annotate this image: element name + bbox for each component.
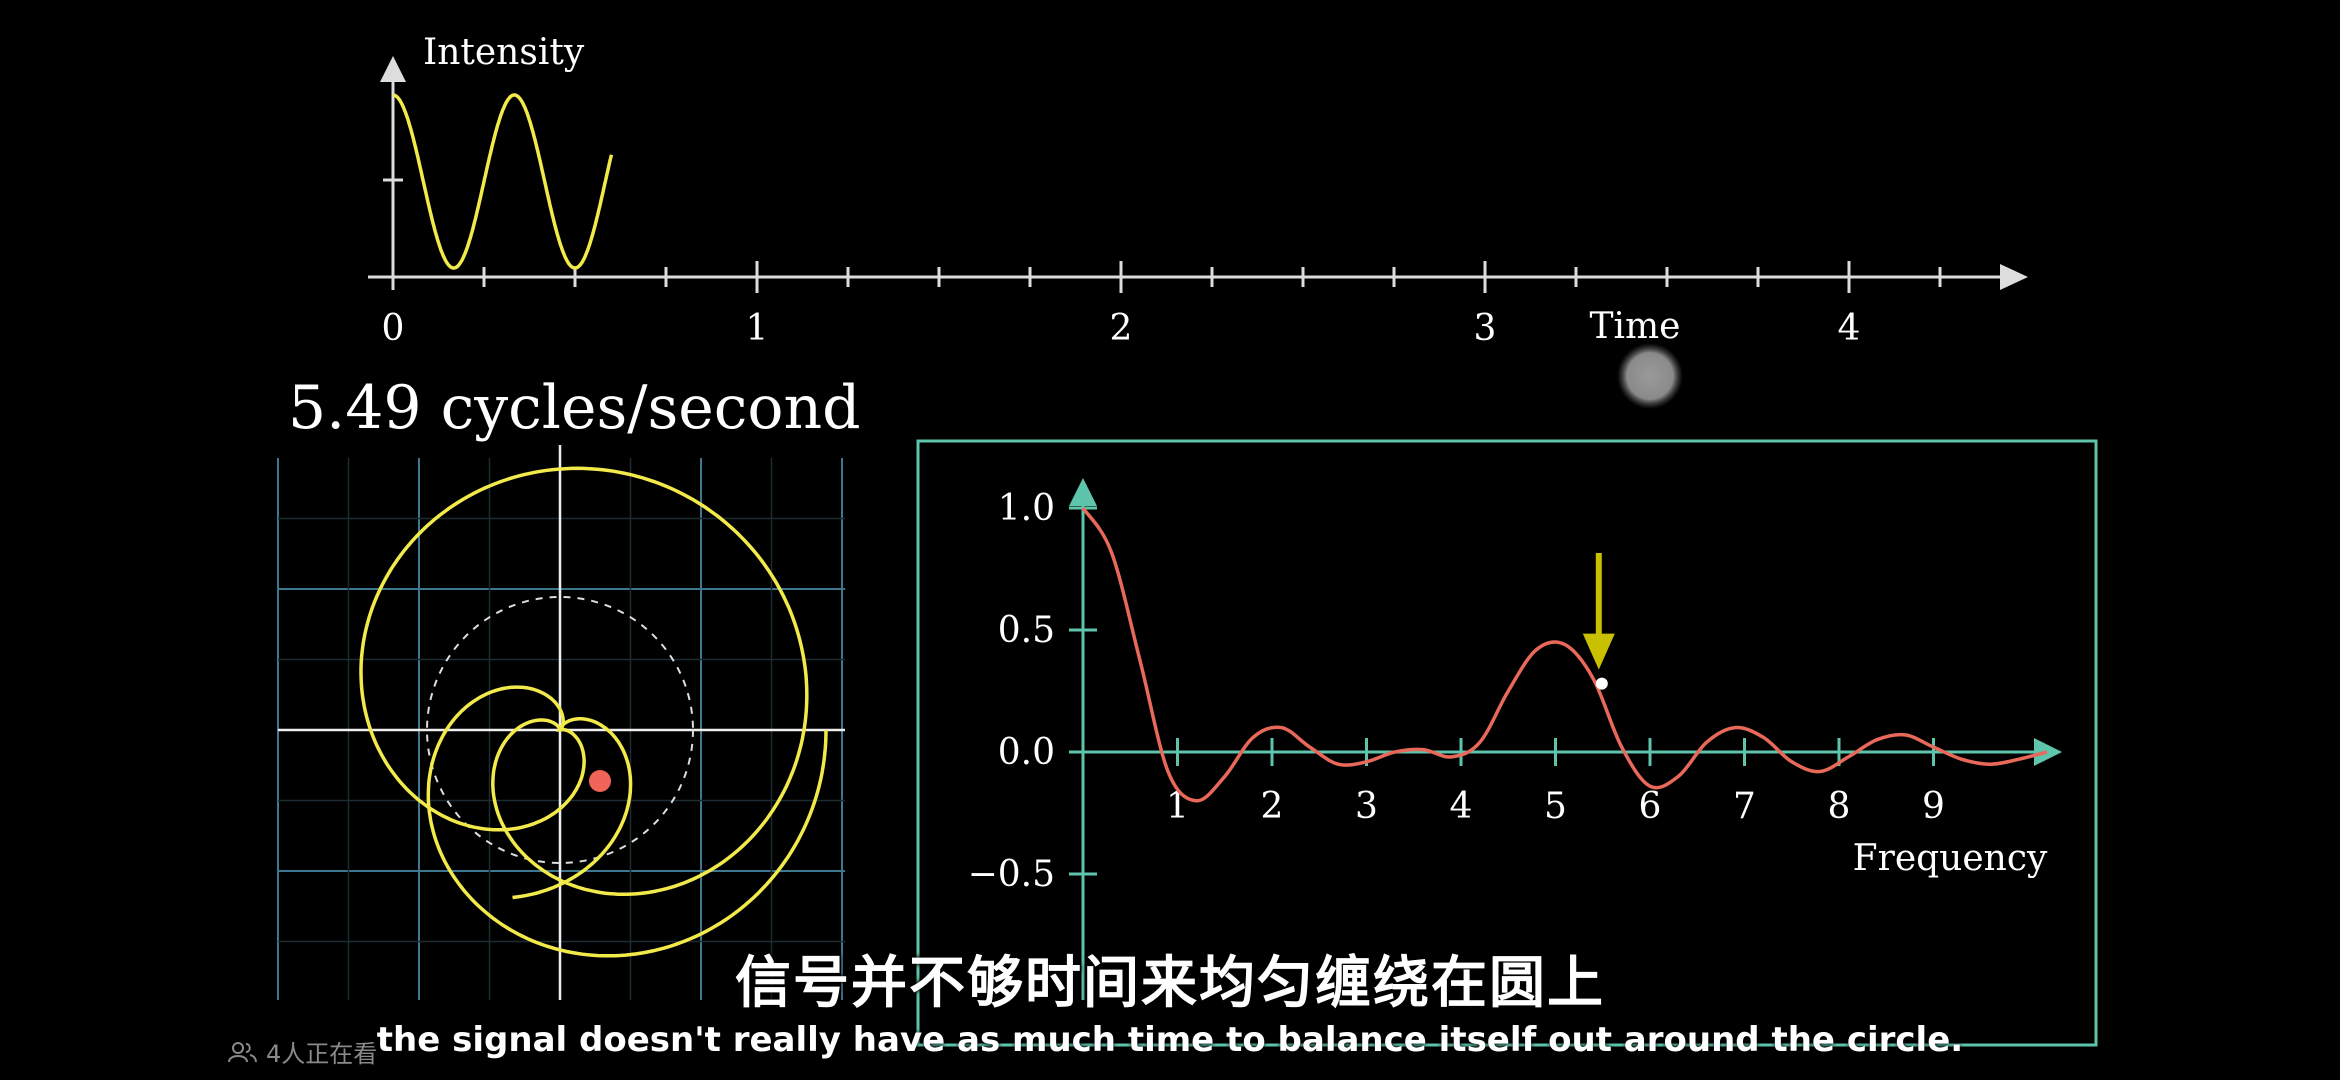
viewer-count-text: 4人正在看 <box>266 1040 378 1068</box>
winding-graph: 5.49 cycles/second <box>277 373 861 1000</box>
subtitle-chinese: 信号并不够时间来均匀缠绕在圆上 <box>735 951 1605 1016</box>
viewer-count: 4人正在看 <box>228 1034 377 1069</box>
time-graph: 0 1 2 3 4 Time Intensity <box>368 32 2028 349</box>
frequency-x-tick-label: 6 <box>1639 786 1662 827</box>
frequency-x-tick-label: 5 <box>1544 786 1567 827</box>
time-tick-label-2: 2 <box>1110 308 1133 349</box>
time-tick-label-3: 3 <box>1474 308 1497 349</box>
time-axis-label: Time <box>1590 306 1681 347</box>
frequency-x-tick-label: 9 <box>1922 786 1945 827</box>
frequency-x-arrow <box>2034 738 2062 766</box>
frequency-marker-dot <box>1595 677 1608 690</box>
time-minor-ticks <box>482 261 1942 293</box>
frequency-x-tick-label: 3 <box>1355 786 1378 827</box>
winding-curve <box>359 466 828 958</box>
subtitle-english: the signal doesn't really have as much t… <box>376 1020 1964 1060</box>
frequency-x-tick-label: 7 <box>1733 786 1756 827</box>
frequency-readout: 5.49 cycles/second <box>288 373 861 443</box>
frequency-graph: 1 2 3 4 5 6 7 8 91.00.50.0−0.5 Frequency <box>916 439 2098 1047</box>
frequency-y-tick-label: 0.0 <box>998 732 1055 773</box>
frequency-y-tick-label: 1.0 <box>998 488 1055 529</box>
time-tick-labels: 0 1 2 3 4 <box>382 308 1861 349</box>
unit-circle <box>426 596 694 864</box>
time-tick-label-0: 0 <box>382 308 405 349</box>
arrow-head <box>1582 633 1615 670</box>
frequency-frame <box>916 439 2098 1047</box>
frequency-x-tick-label: 4 <box>1450 786 1473 827</box>
frequency-axis-label: Frequency <box>1853 838 2048 879</box>
time-y-arrow <box>380 56 406 82</box>
frequency-y-arrow <box>1069 478 1097 506</box>
frequency-x-tick-label: 8 <box>1828 786 1851 827</box>
time-tick-label-4: 4 <box>1838 308 1861 349</box>
cursor-dot <box>1617 343 1683 409</box>
signal-wave <box>392 93 614 270</box>
frequency-tick-labels: 1 2 3 4 5 6 7 8 91.00.50.0−0.5 <box>968 488 1945 895</box>
frequency-marker-arrow <box>1582 553 1615 670</box>
center-of-mass-dot <box>589 770 611 792</box>
time-tick-label-1: 1 <box>746 308 769 349</box>
people-icon <box>228 1041 257 1062</box>
frequency-y-tick-label: 0.5 <box>998 610 1055 651</box>
frequency-y-tick-label: −0.5 <box>968 854 1055 895</box>
time-x-arrow <box>2000 264 2028 290</box>
intensity-axis-label: Intensity <box>423 32 585 73</box>
frequency-curve <box>1081 506 2048 803</box>
frequency-x-tick-label: 2 <box>1261 786 1284 827</box>
